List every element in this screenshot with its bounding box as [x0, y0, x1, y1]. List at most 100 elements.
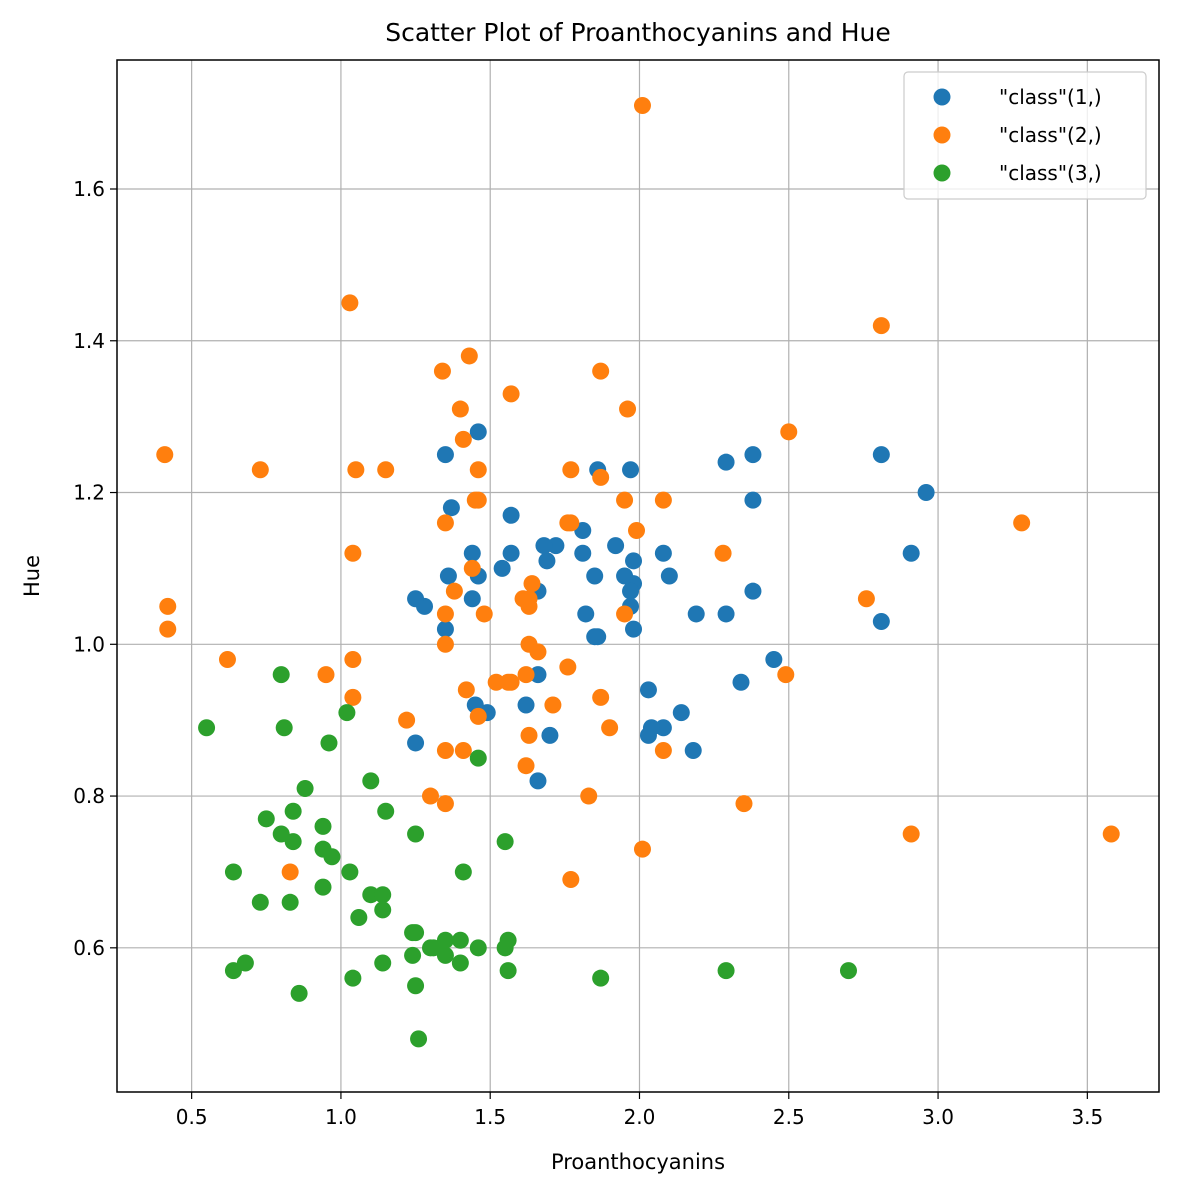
class-1-point: [436, 446, 454, 464]
y-tick-label: 1.6: [73, 177, 105, 201]
class-3-point: [592, 969, 610, 987]
x-tick-label: 1.5: [474, 1105, 506, 1129]
class-1-point: [616, 567, 634, 585]
class-1-point: [625, 620, 643, 638]
class-2-point: [344, 688, 362, 706]
class-1-point: [502, 506, 520, 524]
class-2-point: [347, 461, 365, 479]
class-2-point: [872, 317, 890, 335]
class-3-point: [404, 946, 422, 964]
class-2-point: [633, 840, 651, 858]
class-1-point: [684, 742, 702, 760]
class-2-point: [317, 666, 335, 684]
x-tick-label: 2.0: [624, 1105, 656, 1129]
x-tick-label: 2.5: [773, 1105, 805, 1129]
class-2-point: [281, 863, 299, 881]
class-3-point: [272, 825, 290, 843]
class-2-point: [520, 726, 538, 744]
class-2-point: [487, 673, 505, 691]
axis-ticks: 0.5 1.0 1.5 2.0 2.5 3.0 3.5 0.6 0.8 1.0 1.2 1.4 1.6: [73, 177, 1103, 1129]
class-3-point: [272, 666, 290, 684]
class-2-point: [436, 635, 454, 653]
class-2-point: [633, 97, 651, 115]
class-3-point: [451, 954, 469, 972]
class-1-point: [535, 537, 553, 555]
class-1-point: [622, 461, 640, 479]
y-tick-label: 1.4: [73, 329, 105, 353]
class-2-point: [1102, 825, 1120, 843]
class-3-point: [341, 863, 359, 881]
class-1-point: [517, 696, 535, 714]
class-2-point: [445, 582, 463, 600]
class-2-point: [1013, 514, 1031, 532]
class-3-point: [374, 954, 392, 972]
class-1-point: [541, 726, 559, 744]
class-2-point: [436, 742, 454, 760]
class-1-point: [717, 453, 735, 471]
class-2-point: [433, 362, 451, 380]
class-2-point: [616, 605, 634, 623]
class-3-point: [469, 939, 487, 957]
class-2-point: [523, 575, 541, 593]
class-1-point: [547, 537, 565, 555]
class-3-point: [839, 962, 857, 980]
class-1-point: [717, 605, 735, 623]
class-1-point: [607, 537, 625, 555]
class-1-point: [469, 423, 487, 441]
class-2-point: [436, 795, 454, 813]
class-1-point: [642, 719, 660, 737]
class-2-point: [454, 742, 472, 760]
class-1-point: [538, 552, 556, 570]
class-1-point: [639, 681, 657, 699]
x-tick-label: 1.0: [325, 1105, 357, 1129]
class-2-point: [466, 491, 484, 509]
class-3-point: [198, 719, 216, 737]
y-tick-label: 0.6: [73, 936, 105, 960]
class-3-point: [424, 939, 442, 957]
class-2-point: [499, 673, 517, 691]
legend-label-class-3: "class"(3,): [999, 161, 1102, 185]
x-axis-label: Proanthocyanins: [551, 1150, 725, 1174]
class-2-point: [714, 544, 732, 562]
class-2-point: [601, 719, 619, 737]
class-2-point: [902, 825, 920, 843]
legend-marker-class-3: [933, 164, 951, 182]
class-1-point: [502, 544, 520, 562]
class-3-point: [454, 863, 472, 881]
class-2-point: [156, 446, 174, 464]
class-3-point: [496, 939, 514, 957]
class-1-point: [463, 590, 481, 608]
class-3-point: [224, 962, 242, 980]
class-2-point: [780, 423, 798, 441]
class-2-point: [517, 757, 535, 775]
class-1-point: [917, 484, 935, 502]
class-2-point: [469, 461, 487, 479]
class-3-point: [717, 962, 735, 980]
class-2-point: [377, 461, 395, 479]
class-2-point: [857, 590, 875, 608]
class-1-point: [654, 719, 672, 737]
class-2-point: [514, 590, 532, 608]
class-3-point: [338, 704, 356, 722]
class-2-point: [654, 491, 672, 509]
class-3-point: [362, 886, 380, 904]
class-2-point: [592, 688, 610, 706]
class-1-point: [577, 605, 595, 623]
class-2-point: [529, 643, 547, 661]
class-2-point: [159, 597, 177, 615]
x-tick-label: 3.0: [922, 1105, 954, 1129]
class-1-point: [660, 567, 678, 585]
class-2-point: [592, 362, 610, 380]
y-tick-label: 1.0: [73, 632, 105, 656]
class-3-point: [496, 833, 514, 851]
class-2-point: [218, 650, 236, 668]
class-3-point: [344, 969, 362, 987]
class-2-point: [562, 461, 580, 479]
class-3-point: [407, 977, 425, 995]
class-3-point: [362, 772, 380, 790]
class-1-point: [407, 734, 425, 752]
legend-label-class-1: "class"(1,): [999, 85, 1102, 109]
legend: "class"(1,) "class"(2,) "class"(3,): [903, 71, 1147, 200]
class-1-point: [463, 544, 481, 562]
class-1-point: [744, 491, 762, 509]
